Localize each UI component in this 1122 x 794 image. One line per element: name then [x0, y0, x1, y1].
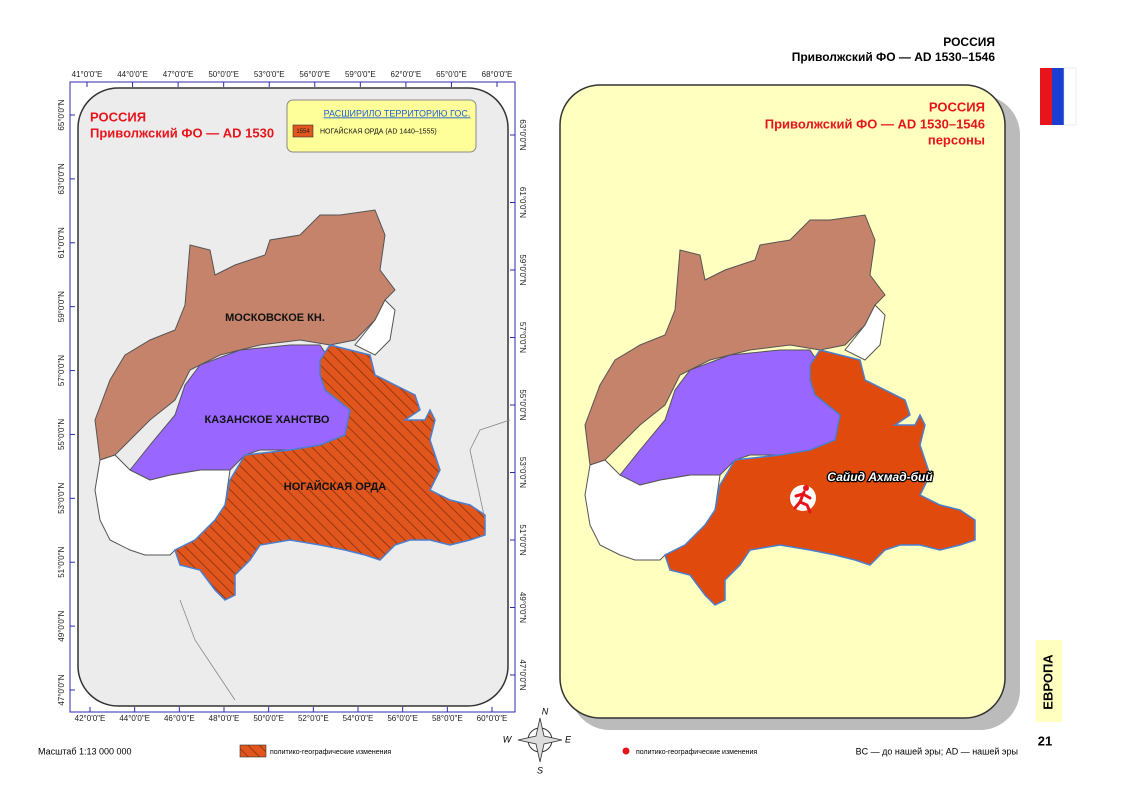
border	[179, 599, 236, 701]
flag	[1040, 67, 1077, 126]
lon-label: 60°0'0"E	[477, 714, 508, 723]
era-note: BC — до нашей эры; AD — нашей эры	[856, 746, 1018, 756]
lat-label: 49°0'0"N	[518, 592, 527, 623]
lat-label: 55°0'0"N	[57, 419, 66, 450]
map-subtitle: Приволжский ФО — AD 1530–1546	[765, 116, 985, 131]
lon-label: 53°0'0"E	[254, 70, 285, 79]
lat-label: 55°0'0"N	[518, 389, 527, 420]
page-number: 21	[1038, 733, 1052, 748]
region-label: КАЗАНСКОЕ ХАНСТВО	[205, 414, 330, 426]
right-map: РОССИЯ Приволжский ФО — AD 1530–1546 пер…	[559, 84, 1020, 730]
lat-label: 61°0'0"N	[57, 227, 66, 258]
lon-label: 65°0'0"E	[436, 70, 467, 79]
scale-label: Масштаб 1:13 000 000	[38, 746, 132, 756]
lat-label: 49°0'0"N	[57, 610, 66, 641]
lon-label: 68°0'0"E	[482, 70, 513, 79]
lat-label: 51°0'0"N	[518, 524, 527, 555]
lon-label: 44°0'0"E	[117, 70, 148, 79]
map-subtitle: Приволжский ФО — AD 1530	[90, 125, 274, 140]
legend-swatch	[239, 744, 267, 758]
lon-label: 52°0'0"E	[298, 714, 329, 723]
compass-letter: N	[542, 706, 549, 716]
legend-swatch-label: 1554	[296, 129, 310, 135]
legend-item: НОГАЙСКАЯ ОРДА (AD 1440–1555)	[320, 126, 437, 135]
lon-label: 42°0'0"E	[75, 714, 106, 723]
region-label: МОСКОВСКОЕ КН.	[225, 312, 325, 324]
lat-label: 53°0'0"N	[518, 457, 527, 488]
left-map: РОССИЯ Приволжский ФО — AD 1530 РАСШИРИЛ…	[69, 81, 516, 713]
lat-label: 63°0'0"N	[57, 163, 66, 194]
legend-dot	[622, 747, 630, 755]
compass-letter: W	[503, 734, 513, 744]
section-tab	[1036, 640, 1062, 722]
lon-label: 62°0'0"E	[391, 70, 422, 79]
lon-label: 50°0'0"E	[208, 70, 239, 79]
legend-text: политико-географические изменения	[270, 749, 391, 756]
lon-label: 56°0'0"E	[387, 714, 418, 723]
lon-label: 56°0'0"E	[299, 70, 330, 79]
lon-label: 47°0'0"E	[163, 70, 194, 79]
border	[469, 419, 511, 521]
lat-label: 59°0'0"N	[57, 291, 66, 322]
lon-label: 46°0'0"E	[164, 714, 195, 723]
lat-label: 47°0'0"N	[57, 674, 66, 705]
lat-label: 51°0'0"N	[57, 546, 66, 577]
compass-letter: S	[537, 765, 543, 775]
lat-label: 57°0'0"N	[57, 355, 66, 386]
lon-label: 58°0'0"E	[432, 714, 463, 723]
person-name: Сайид Ахмад-бий	[827, 470, 933, 484]
lon-label: 59°0'0"E	[345, 70, 376, 79]
region-label: НОГАЙСКАЯ ОРДА	[284, 480, 386, 493]
lon-label: 48°0'0"E	[209, 714, 240, 723]
lon-label: 50°0'0"E	[253, 714, 284, 723]
legend-heading: РАСШИРИЛО ТЕРРИТОРИЮ ГОС.	[324, 108, 471, 118]
legend-text: политико-географические изменения	[636, 749, 757, 756]
person-icon	[790, 485, 816, 514]
section-label: ЕВРОПА	[1040, 654, 1055, 710]
lat-label: 65°0'0"N	[57, 99, 66, 130]
map-title: РОССИЯ	[90, 109, 146, 124]
lat-label: 59°0'0"N	[518, 254, 527, 285]
lat-label: 53°0'0"N	[57, 483, 66, 514]
lon-label: 41°0'0"E	[72, 70, 103, 79]
compass-letter: E	[565, 734, 572, 744]
legend-box	[286, 99, 477, 153]
lon-label: 54°0'0"E	[343, 714, 374, 723]
map-title: РОССИЯ	[929, 99, 985, 114]
page-title: РОССИЯ	[943, 35, 995, 49]
page-subtitle: Приволжский ФО — AD 1530–1546	[792, 50, 996, 64]
legend-swatch	[292, 124, 314, 138]
lat-label: 47°0'0"N	[518, 659, 527, 690]
map-note: персоны	[928, 132, 985, 147]
lat-label: 63°0'0"N	[518, 119, 527, 150]
lon-label: 44°0'0"E	[119, 714, 150, 723]
lat-label: 57°0'0"N	[518, 322, 527, 353]
lat-label: 61°0'0"N	[518, 187, 527, 218]
compass	[517, 717, 563, 763]
